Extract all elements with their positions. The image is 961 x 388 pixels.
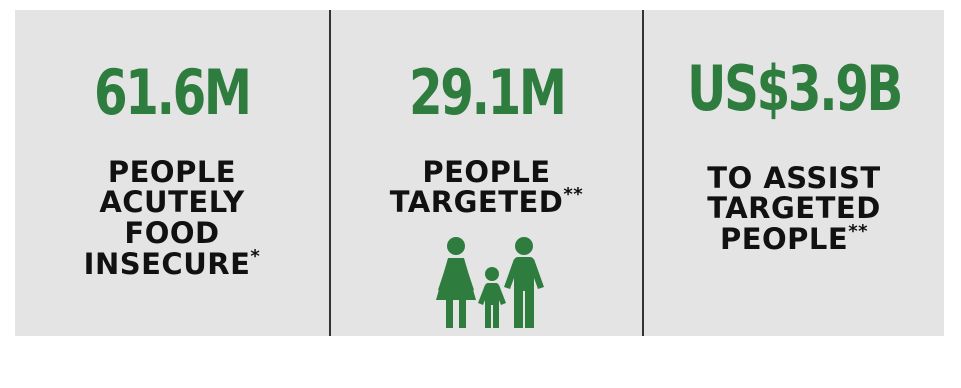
stats-panel: 61.6M PEOPLE ACUTELY FOOD INSECURE* 29.1…: [15, 10, 944, 336]
stat-label: PEOPLE ACUTELY FOOD INSECURE*: [84, 126, 261, 280]
column-divider: [642, 10, 644, 336]
column-divider: [329, 10, 331, 336]
footnote-mark: **: [563, 184, 584, 206]
stat-value: 61.6M: [94, 56, 252, 129]
stat-label: TO ASSIST TARGETED PEOPLE**: [707, 132, 881, 255]
family-icon: [428, 236, 546, 333]
stat-label-text: PEOPLE TARGETED: [389, 154, 564, 220]
stat-funding-required: US$3.9B TO ASSIST TARGETED PEOPLE**: [644, 10, 944, 384]
footnote-mark: **: [848, 221, 869, 243]
stat-label-text: PEOPLE ACUTELY FOOD INSECURE: [83, 154, 251, 281]
stat-label: PEOPLE TARGETED**: [390, 126, 583, 218]
stat-value: US$3.9B: [687, 52, 903, 125]
footnote-mark: *: [250, 245, 261, 267]
stat-label-text: TO ASSIST TARGETED PEOPLE: [707, 160, 881, 257]
stat-people-targeted: 29.1M PEOPLE TARGETED**: [331, 10, 642, 388]
stat-acutely-food-insecure: 61.6M PEOPLE ACUTELY FOOD INSECURE*: [15, 10, 329, 388]
stat-value: 29.1M: [408, 56, 567, 129]
